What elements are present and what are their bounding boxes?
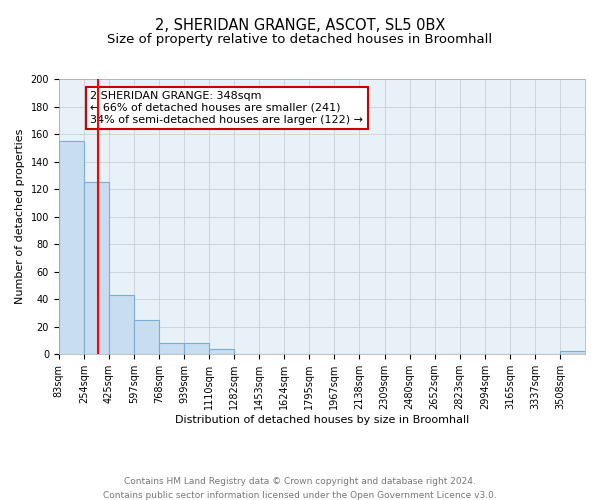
Bar	[560, 352, 585, 354]
Bar	[59, 141, 84, 354]
Text: 2 SHERIDAN GRANGE: 348sqm
← 66% of detached houses are smaller (241)
34% of semi: 2 SHERIDAN GRANGE: 348sqm ← 66% of detac…	[91, 92, 364, 124]
Bar	[134, 320, 159, 354]
Text: 2, SHERIDAN GRANGE, ASCOT, SL5 0BX: 2, SHERIDAN GRANGE, ASCOT, SL5 0BX	[155, 18, 445, 32]
Text: Size of property relative to detached houses in Broomhall: Size of property relative to detached ho…	[107, 32, 493, 46]
Bar	[84, 182, 109, 354]
Bar	[209, 348, 234, 354]
Text: Contains HM Land Registry data © Crown copyright and database right 2024.
Contai: Contains HM Land Registry data © Crown c…	[103, 478, 497, 500]
X-axis label: Distribution of detached houses by size in Broomhall: Distribution of detached houses by size …	[175, 415, 469, 425]
Bar	[109, 295, 134, 354]
Bar	[184, 343, 209, 354]
Bar	[159, 343, 184, 354]
Y-axis label: Number of detached properties: Number of detached properties	[15, 129, 25, 304]
